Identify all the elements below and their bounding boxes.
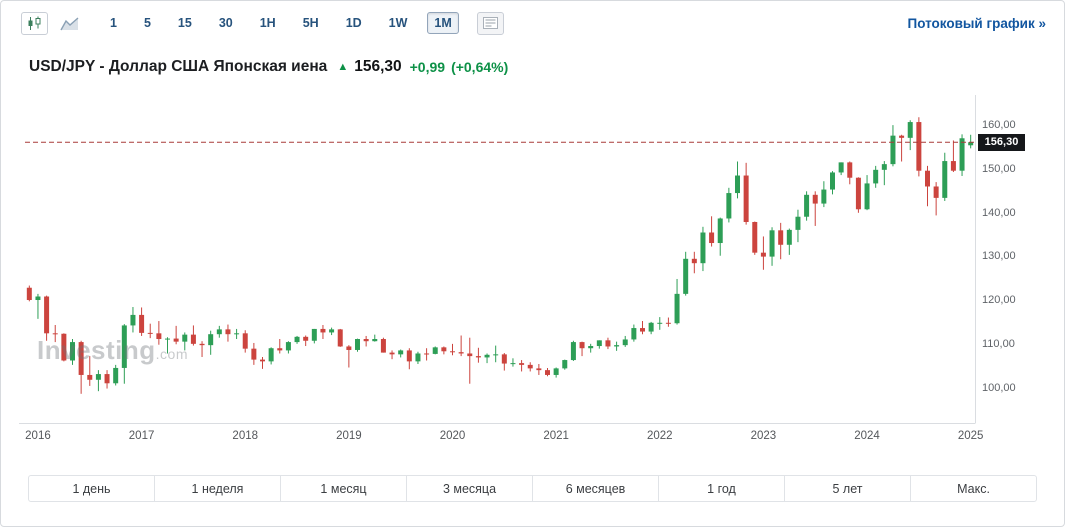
news-panel-icon[interactable] bbox=[476, 11, 504, 35]
chart-canvas[interactable] bbox=[1, 89, 1065, 454]
range-5-years-button[interactable]: 5 лет bbox=[784, 475, 911, 502]
y-axis-label-100: 100,00 bbox=[982, 381, 1016, 394]
interval-5h-button[interactable]: 5H bbox=[302, 16, 319, 30]
toolbar: 1 5 15 30 1H 5H 1D 1W 1M Потоковый график » bbox=[1, 1, 1064, 45]
x-axis-label-2018: 2018 bbox=[232, 430, 259, 442]
range-1-month-button[interactable]: 1 месяц bbox=[280, 475, 407, 502]
interval-1w-button[interactable]: 1W bbox=[388, 16, 408, 30]
range-max-button[interactable]: Макс. bbox=[910, 475, 1037, 502]
range-1-week-button[interactable]: 1 неделя bbox=[154, 475, 281, 502]
y-axis-label-140: 140,00 bbox=[982, 206, 1016, 219]
y-axis-label-150: 150,00 bbox=[982, 162, 1016, 175]
range-1-day-button[interactable]: 1 день bbox=[28, 475, 155, 502]
interval-1h-button[interactable]: 1H bbox=[259, 16, 276, 30]
instrument-header: USD/JPY - Доллар США Японская иена ▲ 156… bbox=[1, 45, 1064, 89]
candlestick-chart-icon[interactable] bbox=[21, 11, 48, 35]
range-3-months-button[interactable]: 3 месяца bbox=[406, 475, 533, 502]
candlestick-glyph bbox=[28, 16, 41, 30]
range-buttons: 1 день 1 неделя 1 месяц 3 месяца 6 месяцев 1 … bbox=[28, 475, 1037, 502]
interval-30min-button[interactable]: 30 bbox=[218, 16, 233, 30]
interval-15min-button[interactable]: 15 bbox=[177, 16, 192, 30]
x-axis-label-2021: 2021 bbox=[543, 430, 569, 442]
last-price-tag: 156,30 bbox=[978, 133, 1025, 151]
y-axis-label-120: 120,00 bbox=[982, 294, 1016, 307]
interval-buttons: 1 5 15 30 1H 5H 1D 1W 1M bbox=[103, 12, 459, 34]
interval-5min-button[interactable]: 5 bbox=[143, 16, 151, 30]
price-change: +0,99 bbox=[409, 59, 446, 75]
y-axis-label-110: 110,00 bbox=[982, 338, 1015, 351]
candles-layer bbox=[26, 117, 974, 394]
y-axis-label-130: 130,00 bbox=[982, 250, 1016, 263]
candlestick-chart[interactable]: Investing.com 100,00 110,00 120,00 130,00 14… bbox=[1, 89, 1065, 454]
x-axis-label-2017: 2017 bbox=[128, 430, 155, 442]
interval-1min-button[interactable]: 1 bbox=[110, 16, 117, 30]
interval-1d-button[interactable]: 1D bbox=[345, 16, 362, 30]
y-axis-label-160: 160,00 bbox=[982, 119, 1016, 131]
news-panel-glyph bbox=[482, 17, 498, 29]
up-arrow-icon: ▲ bbox=[337, 61, 349, 73]
x-axis-label-2022: 2022 bbox=[646, 430, 673, 442]
area-chart-glyph bbox=[60, 16, 79, 30]
x-axis-label-2023: 2023 bbox=[750, 430, 777, 442]
instrument-title: USD/JPY - Доллар США Японская иена bbox=[29, 58, 328, 75]
interval-1m-button[interactable]: 1M bbox=[427, 12, 459, 34]
x-axis-label-2016: 2016 bbox=[25, 430, 51, 442]
x-axis-label-2020: 2020 bbox=[439, 430, 466, 442]
streaming-chart-link[interactable]: Потоковый график » bbox=[907, 15, 1046, 31]
range-1-year-button[interactable]: 1 год bbox=[658, 475, 785, 502]
range-6-months-button[interactable]: 6 месяцев bbox=[532, 475, 659, 502]
x-axis-label-2019: 2019 bbox=[336, 430, 362, 442]
x-axis-label-2025: 2025 bbox=[957, 430, 984, 442]
area-chart-icon[interactable] bbox=[57, 12, 83, 34]
x-axis-label-2024: 2024 bbox=[854, 430, 880, 442]
price-change-percent: (+0,64%) bbox=[451, 59, 509, 75]
last-price: 156,30 bbox=[354, 58, 402, 75]
